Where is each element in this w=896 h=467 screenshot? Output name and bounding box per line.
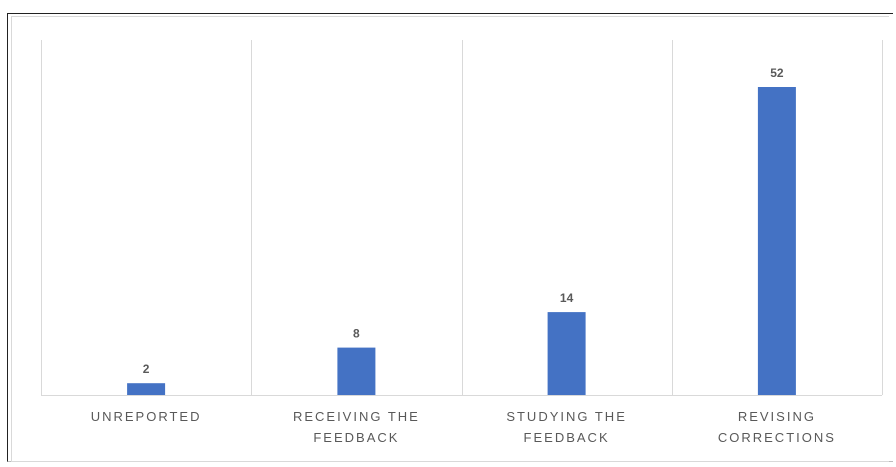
data-labels: 2 8 14 52 (143, 66, 784, 376)
category-label-line: STUDYING THE (506, 409, 627, 424)
bar (337, 347, 376, 395)
data-label: 14 (560, 291, 574, 305)
category-label: UNREPORTED (91, 409, 202, 424)
category-label-line: FEEDBACK (524, 430, 610, 445)
category-label-line: RECEIVING THE (293, 409, 420, 424)
data-label: 52 (770, 66, 784, 80)
category-gridlines (41, 40, 883, 395)
category-label-line: FEEDBACK (313, 430, 399, 445)
bar (757, 87, 796, 395)
category-label: STUDYING THE FEEDBACK (506, 409, 627, 445)
bars (127, 87, 796, 395)
category-label-line: CORRECTIONS (718, 430, 836, 445)
chart-area-border (11, 16, 889, 462)
category-label: REVISING CORRECTIONS (718, 409, 836, 445)
bar (547, 312, 586, 395)
category-label-line: REVISING (738, 409, 816, 424)
category-label-line: UNREPORTED (91, 409, 202, 424)
bar (127, 383, 166, 395)
category-label: RECEIVING THE FEEDBACK (293, 409, 420, 445)
data-label: 8 (353, 327, 360, 341)
data-label: 2 (143, 362, 150, 376)
category-labels: UNREPORTED RECEIVING THE FEEDBACKSTUDYING … (91, 409, 836, 445)
